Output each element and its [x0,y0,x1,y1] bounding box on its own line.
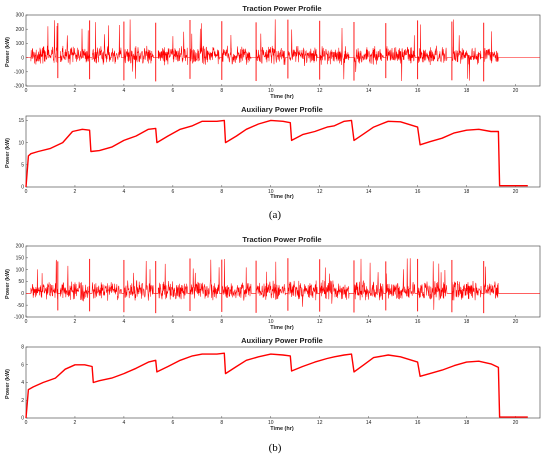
y-tick-label: 150 [16,256,25,262]
x-tick-label: 6 [171,420,174,426]
y-axis-label: Power (kW) [5,269,11,299]
x-tick-label: 0 [25,88,28,94]
x-tick-label: 14 [366,420,372,426]
x-tick-label: 2 [74,88,77,94]
x-tick-label: 6 [171,189,174,195]
x-tick-label: 14 [366,319,372,325]
x-tick-label: 10 [268,88,274,94]
x-tick-label: 8 [220,420,223,426]
plot-frame [25,346,541,419]
y-tick-label: 15 [18,118,24,124]
x-tick-label: 10 [268,420,274,426]
chart-title: Auxiliary Power Profile [241,105,323,114]
chart-title: Auxiliary Power Profile [241,336,323,345]
x-tick-label: 14 [366,88,372,94]
y-tick-label: 300 [16,13,25,19]
traction-power-series [26,19,540,82]
x-tick-label: 12 [317,319,323,325]
x-tick-label: 4 [123,88,126,94]
x-tick-label: 0 [25,420,28,426]
x-tick-label: 18 [464,189,470,195]
x-axis-label: Time (hr) [270,426,294,432]
y-tick-label: 8 [21,345,24,351]
auxiliary-power-series [25,119,528,188]
x-tick-label: 10 [268,319,274,325]
y-tick-label: 0 [21,416,24,422]
panel-a-auxiliary-chart: Auxiliary Power Profile Time (hr) Power … [5,105,541,200]
x-tick-label: 16 [415,88,421,94]
x-tick-label: 2 [74,420,77,426]
x-tick-label: 20 [513,189,519,195]
x-tick-label: 4 [123,189,126,195]
x-tick-label: 12 [317,420,323,426]
x-axis-label: Time (hr) [270,325,294,331]
x-tick-label: 8 [220,189,223,195]
y-tick-label: 10 [18,140,24,146]
x-tick-label: 18 [464,88,470,94]
x-tick-label: 6 [171,319,174,325]
auxiliary-power-series [25,352,528,419]
y-tick-label: 2 [21,398,24,404]
y-tick-label: 0 [21,55,24,61]
x-tick-label: 14 [366,189,372,195]
panel-b-auxiliary-chart: Auxiliary Power Profile Time (hr) Power … [5,336,541,432]
y-tick-label: -50 [17,303,24,309]
x-tick-label: 2 [74,189,77,195]
panel-b-traction-chart: Traction Power Profile Time (hr) Power (… [5,235,541,331]
y-tick-label: -100 [14,315,24,321]
caption-b: (b) [269,442,282,454]
x-tick-label: 10 [268,189,274,195]
x-tick-label: 2 [74,319,77,325]
x-tick-label: 8 [220,88,223,94]
y-tick-label: 4 [21,380,24,386]
x-tick-label: 4 [123,319,126,325]
x-tick-label: 20 [513,420,519,426]
x-tick-label: 18 [464,420,470,426]
y-tick-label: 0 [21,185,24,191]
chart-title: Traction Power Profile [242,4,321,13]
y-axis-label: Power (kW) [5,369,11,399]
x-tick-label: 6 [171,88,174,94]
y-tick-label: 100 [16,41,25,47]
x-tick-label: 16 [415,420,421,426]
plot-frame [25,115,541,188]
y-tick-label: 6 [21,362,24,368]
y-tick-label: -100 [14,70,24,76]
x-tick-label: 4 [123,420,126,426]
y-tick-label: 0 [21,291,24,297]
chart-title: Traction Power Profile [242,235,321,244]
y-axis-label: Power (kW) [5,138,11,168]
y-tick-label: 200 [16,244,25,250]
x-tick-label: 12 [317,189,323,195]
y-tick-label: 50 [18,279,24,285]
x-tick-label: 12 [317,88,323,94]
x-axis-label: Time (hr) [270,194,294,200]
traction-power-series [26,258,540,310]
plot-frame [25,14,541,87]
y-tick-label: -200 [14,84,24,90]
caption-a: (a) [269,209,282,221]
plot-frame [25,245,541,318]
x-tick-label: 0 [25,319,28,325]
x-tick-label: 16 [415,319,421,325]
y-axis-label: Power (kW) [5,37,11,67]
x-tick-label: 18 [464,319,470,325]
y-tick-label: 200 [16,27,25,33]
x-tick-label: 20 [513,88,519,94]
x-tick-label: 8 [220,319,223,325]
x-tick-label: 16 [415,189,421,195]
x-tick-label: 0 [25,189,28,195]
y-tick-label: 100 [16,267,25,273]
panel-a-traction-chart: Traction Power Profile Time (hr) Power (… [5,4,541,100]
x-axis-label: Time (hr) [270,94,294,100]
y-tick-label: 5 [21,163,24,169]
x-tick-label: 20 [513,319,519,325]
